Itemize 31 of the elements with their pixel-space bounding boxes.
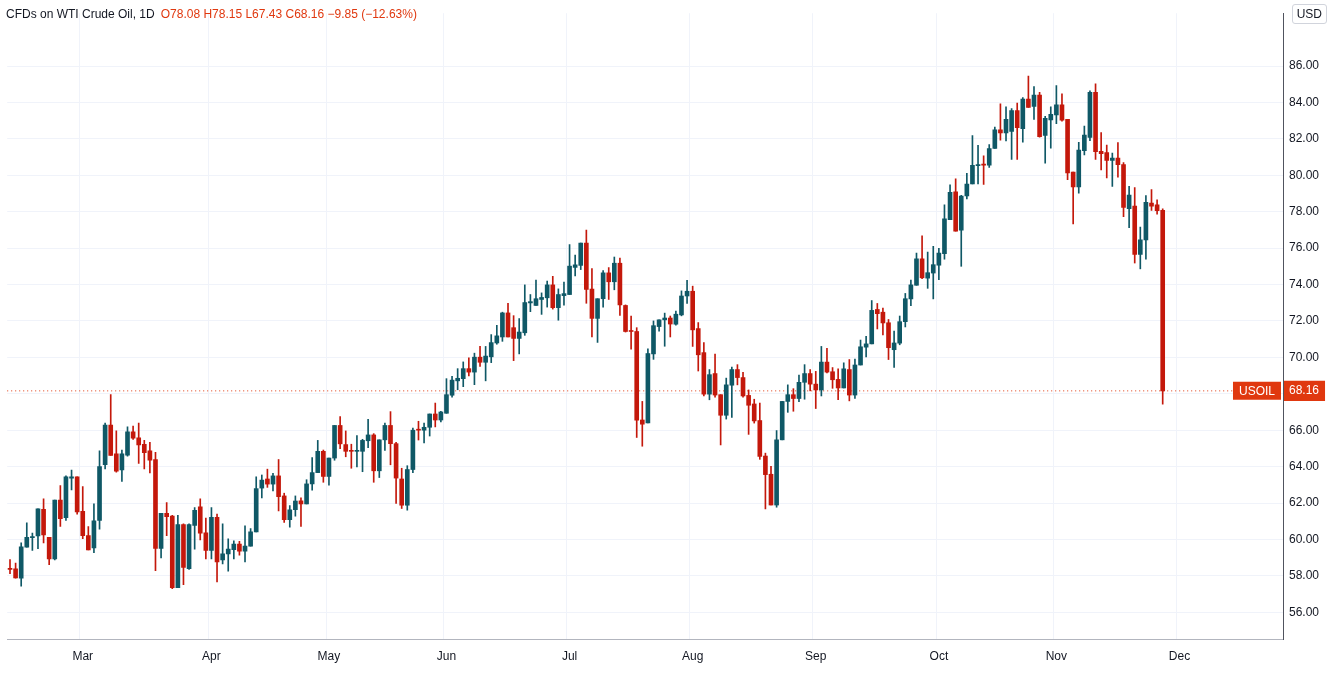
x-tick-label: Apr bbox=[202, 649, 221, 664]
y-tick-label: 74.00 bbox=[1289, 276, 1320, 291]
y-tick-label: 76.00 bbox=[1289, 240, 1320, 255]
x-tick-label: Nov bbox=[1045, 649, 1068, 664]
x-tick-label: Oct bbox=[929, 649, 949, 664]
x-tick-label: May bbox=[317, 649, 341, 664]
x-tick-label: Jul bbox=[561, 649, 578, 664]
chart-subtitle: O78.08 H78.15 L67.43 C68.16 −9.85 (−12.63%) bbox=[160, 7, 417, 21]
y-tick-label: 56.00 bbox=[1289, 604, 1320, 619]
y-tick-label: 70.00 bbox=[1289, 349, 1320, 364]
chart-title: CFDs on WTI Crude Oil, 1D bbox=[6, 7, 155, 21]
y-tick-label: 58.00 bbox=[1289, 568, 1320, 583]
y-tick-label: 86.00 bbox=[1289, 58, 1320, 73]
x-tick-label: Jun bbox=[436, 649, 457, 664]
y-tick-label: 60.00 bbox=[1289, 531, 1320, 546]
y-tick-label: 82.00 bbox=[1289, 131, 1320, 146]
y-tick-label: 72.00 bbox=[1289, 313, 1320, 328]
x-tick-label: Sep bbox=[805, 649, 827, 664]
ref-line-label: USOIL bbox=[1238, 384, 1276, 399]
y-tick-label: 68.16 bbox=[1289, 383, 1320, 398]
x-tick-label: Mar bbox=[72, 649, 94, 664]
y-tick-label: 78.00 bbox=[1289, 203, 1320, 218]
candlestick bbox=[813, 371, 819, 409]
y-tick-label: 66.00 bbox=[1289, 422, 1320, 437]
y-tick-label: 64.00 bbox=[1289, 458, 1320, 473]
x-tick-label: Aug bbox=[681, 649, 704, 664]
y-tick-label: 84.00 bbox=[1289, 94, 1320, 109]
y-tick-label: 62.00 bbox=[1289, 495, 1320, 510]
y-tick-label: 80.00 bbox=[1289, 167, 1320, 182]
x-tick-label: Dec bbox=[1168, 649, 1191, 664]
y-axis-title: USD bbox=[1291, 4, 1327, 24]
